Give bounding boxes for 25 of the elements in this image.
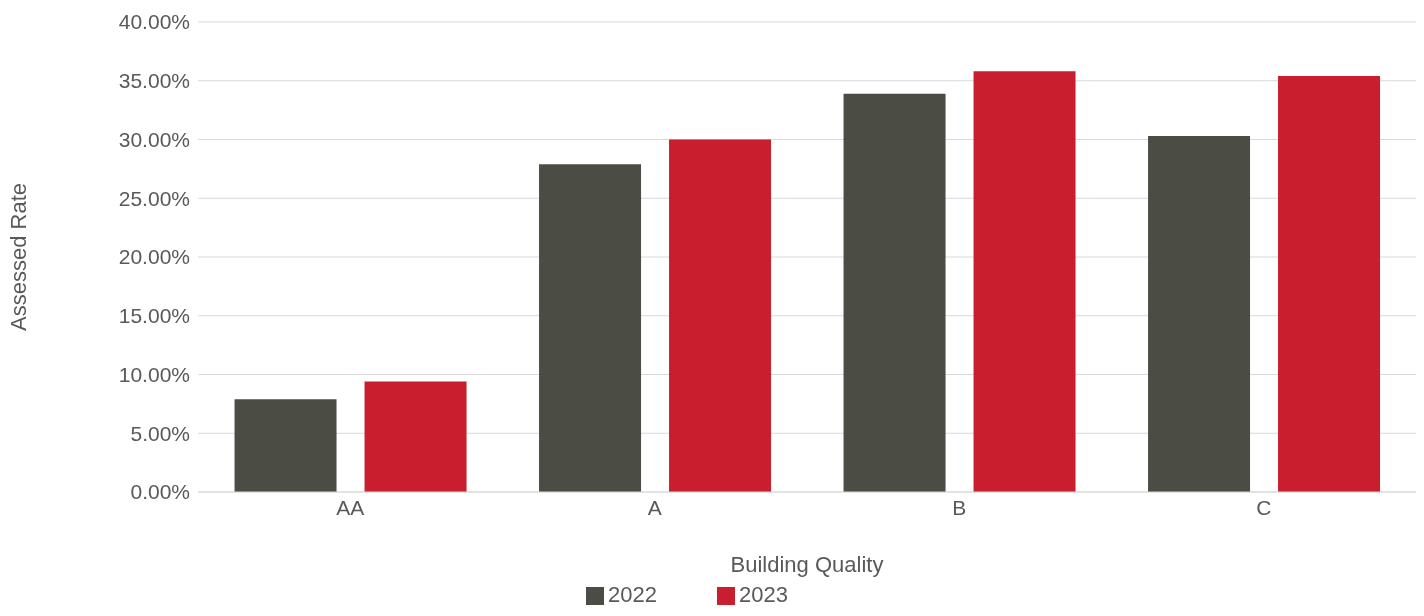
legend-label: 2023 bbox=[739, 582, 788, 607]
y-tick-label: 20.00% bbox=[118, 245, 190, 269]
bar bbox=[1148, 135, 1251, 492]
bar bbox=[539, 164, 642, 492]
x-tick-label: B bbox=[952, 495, 967, 519]
x-tick-label: A bbox=[647, 495, 662, 519]
y-tick-label: 5.00% bbox=[130, 421, 190, 445]
y-tick-label: 35.00% bbox=[118, 69, 190, 93]
bar bbox=[973, 71, 1076, 492]
x-axis-title: Building Quality bbox=[730, 552, 884, 577]
x-tick-label: C bbox=[1256, 495, 1272, 519]
y-tick-label: 25.00% bbox=[118, 186, 190, 210]
y-tick-label: 15.00% bbox=[118, 304, 190, 328]
bar bbox=[234, 399, 337, 492]
bar bbox=[364, 381, 467, 492]
y-tick-label: 30.00% bbox=[118, 127, 190, 151]
bar bbox=[843, 93, 946, 492]
bar bbox=[1278, 76, 1381, 492]
legend-label: 2022 bbox=[608, 582, 657, 607]
x-tick-label: AA bbox=[336, 495, 365, 519]
bar bbox=[669, 139, 772, 492]
y-tick-label: 40.00% bbox=[118, 10, 190, 34]
y-tick-label: 10.00% bbox=[118, 362, 190, 386]
y-tick-label: 0.00% bbox=[130, 480, 190, 504]
y-axis-title: Assessed Rate bbox=[5, 183, 31, 331]
